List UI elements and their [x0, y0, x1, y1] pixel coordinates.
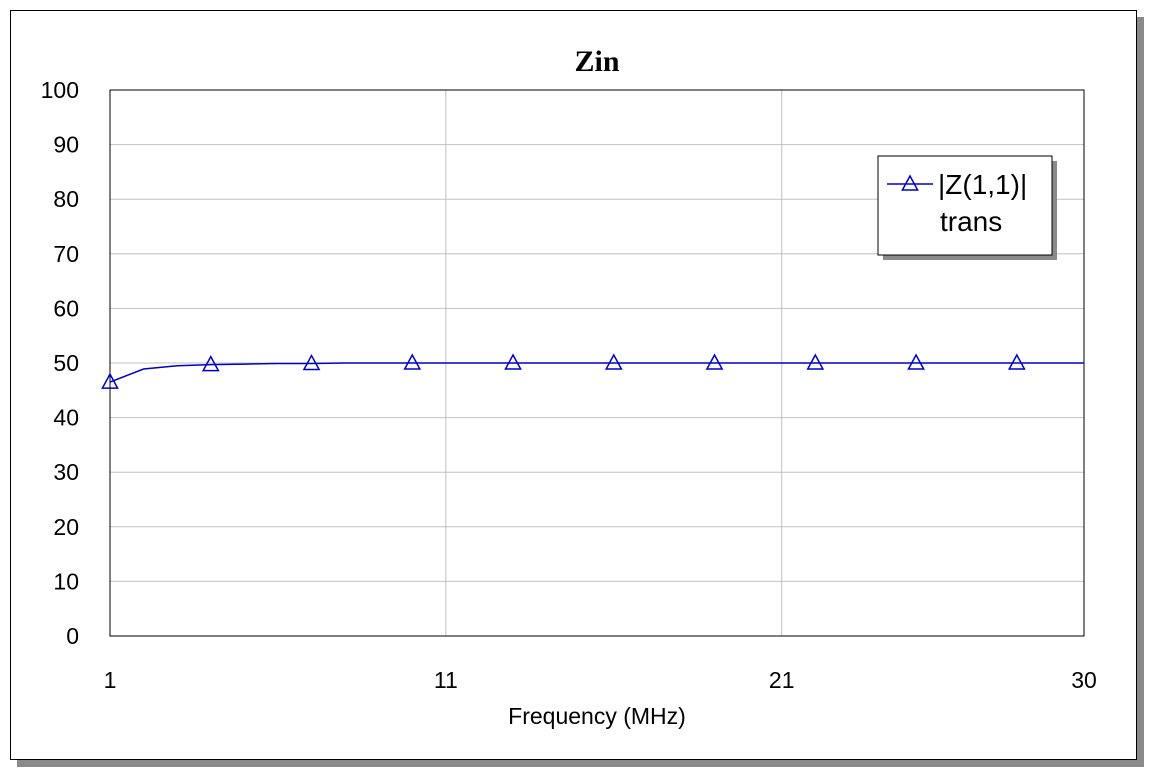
y-tick-label: 30 — [53, 459, 79, 485]
series-layer — [101, 353, 1084, 389]
x-axis-label: Frequency (MHz) — [508, 703, 686, 729]
x-tick-label: 21 — [769, 667, 795, 693]
series-marker — [403, 353, 422, 370]
y-tick-label: 10 — [53, 568, 79, 594]
series-marker — [201, 355, 220, 372]
series-line — [109, 362, 1084, 383]
y-tick-label: 100 — [41, 77, 79, 103]
y-tick-label: 40 — [53, 405, 79, 431]
legend-series-name: |Z(1,1)| — [938, 169, 1027, 200]
legend-swatch-marker — [901, 174, 919, 191]
series-marker — [101, 372, 119, 389]
y-tick-label: 0 — [66, 623, 79, 649]
legend-box — [877, 155, 1053, 256]
series-marker — [604, 353, 623, 370]
y-tick-label: 80 — [53, 186, 79, 212]
series-marker — [907, 353, 925, 370]
y-tick-label: 50 — [53, 350, 79, 376]
chart-title: Zin — [574, 45, 619, 78]
series-marker — [504, 353, 522, 370]
x-tick-label: 11 — [434, 667, 458, 693]
series-marker — [302, 353, 321, 371]
series-marker — [705, 353, 724, 370]
y-tick-label: 20 — [53, 514, 79, 540]
series-marker — [806, 353, 825, 370]
x-tick-label: 30 — [1071, 667, 1097, 693]
x-tick-label: 1 — [104, 667, 117, 693]
y-tick-label: 70 — [53, 241, 79, 267]
legend: |Z(1,1)| trans — [877, 155, 1057, 260]
series-marker — [1007, 353, 1026, 370]
y-tick-label: 90 — [53, 132, 79, 158]
chart-frame: 0 10 20 30 40 50 60 70 80 90 100 1 11 21 30 Zin Freque… — [10, 10, 1137, 760]
legend-series-name-line2: trans — [940, 206, 1002, 237]
y-tick-label: 60 — [53, 295, 79, 321]
